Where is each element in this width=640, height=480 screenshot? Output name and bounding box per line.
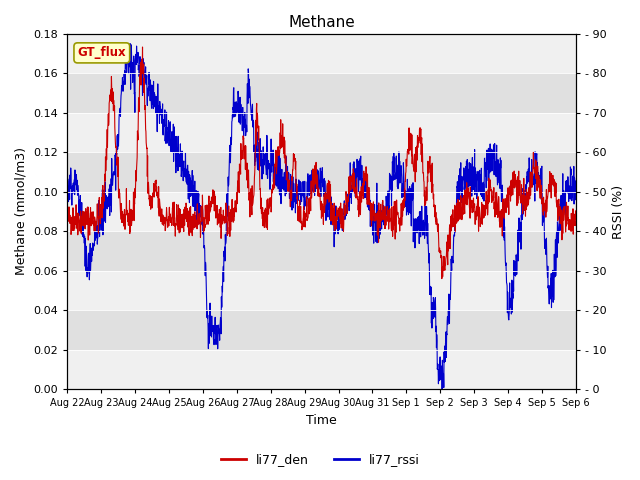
Title: Methane: Methane (288, 15, 355, 30)
Text: GT_flux: GT_flux (77, 47, 126, 60)
Legend: li77_den, li77_rssi: li77_den, li77_rssi (216, 448, 424, 471)
Bar (67, 271, 576, 310)
Bar (67, 310, 576, 349)
Bar (67, 192, 576, 231)
Bar (67, 349, 576, 389)
Y-axis label: RSSI (%): RSSI (%) (612, 184, 625, 239)
Y-axis label: Methane (mmol/m3): Methane (mmol/m3) (15, 147, 28, 276)
Bar (67, 34, 576, 73)
Bar (67, 152, 576, 192)
Bar (67, 113, 576, 152)
X-axis label: Time: Time (306, 414, 337, 427)
Bar (67, 231, 576, 271)
Bar (67, 73, 576, 113)
